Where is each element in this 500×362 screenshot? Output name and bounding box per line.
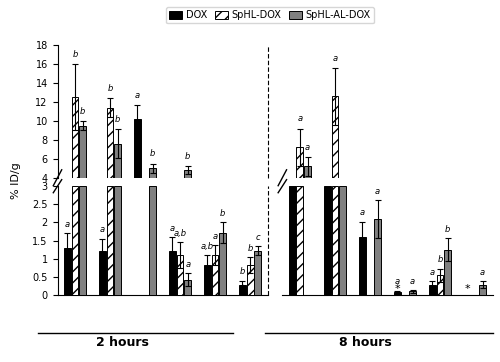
Text: *: * — [240, 284, 245, 294]
Text: *: * — [290, 284, 295, 294]
Bar — [184, 170, 191, 216]
Legend: DOX, SpHL-DOX, SpHL-AL-DOX: DOX, SpHL-DOX, SpHL-AL-DOX — [166, 7, 374, 24]
Text: b: b — [445, 225, 450, 234]
Text: b: b — [220, 209, 226, 218]
Text: b: b — [108, 84, 112, 93]
Text: a: a — [430, 268, 435, 277]
Bar — [394, 292, 400, 295]
Bar — [296, 186, 304, 295]
Text: b: b — [80, 107, 86, 116]
Text: a: a — [410, 277, 415, 286]
Bar — [72, 97, 78, 216]
Bar — [106, 108, 114, 216]
Bar — [114, 144, 121, 216]
Bar — [204, 265, 211, 295]
Bar — [80, 126, 86, 216]
Text: a: a — [375, 187, 380, 195]
Text: a: a — [360, 209, 365, 218]
Text: b: b — [72, 50, 78, 59]
Bar — [114, 186, 121, 295]
Bar — [359, 237, 366, 295]
Text: *: * — [394, 284, 400, 294]
Text: c: c — [256, 233, 260, 242]
Text: a: a — [185, 260, 190, 269]
Bar — [72, 186, 78, 295]
Text: a: a — [170, 224, 175, 233]
Bar — [169, 252, 176, 295]
Text: b: b — [150, 149, 156, 158]
Text: b: b — [438, 255, 442, 264]
Bar — [296, 147, 304, 216]
Text: b: b — [248, 244, 253, 253]
Bar — [150, 186, 156, 295]
Bar — [332, 186, 338, 295]
Bar — [99, 252, 105, 295]
Bar — [184, 280, 191, 295]
Bar — [176, 255, 184, 295]
Bar — [246, 265, 254, 295]
Text: a: a — [298, 114, 302, 123]
Bar — [436, 275, 444, 295]
Text: a: a — [64, 220, 70, 229]
Bar — [254, 251, 261, 295]
Bar — [480, 285, 486, 295]
Bar — [374, 219, 381, 295]
Bar — [304, 167, 311, 216]
Bar — [134, 119, 140, 216]
Bar — [80, 186, 86, 295]
Bar — [289, 186, 296, 295]
Text: 2 hours: 2 hours — [96, 336, 149, 349]
Bar — [324, 186, 330, 295]
Text: a: a — [332, 54, 338, 63]
Text: a: a — [480, 268, 486, 277]
Bar — [212, 255, 218, 295]
Text: a: a — [135, 90, 140, 100]
Text: a: a — [305, 143, 310, 152]
Bar — [339, 186, 346, 295]
Text: a: a — [212, 232, 218, 241]
Text: 8 hours: 8 hours — [338, 336, 392, 349]
Text: b: b — [240, 267, 245, 276]
Text: *: * — [464, 284, 470, 294]
Bar — [150, 168, 156, 216]
Bar — [106, 186, 114, 295]
Text: a: a — [394, 277, 400, 286]
Bar — [64, 248, 70, 295]
Bar — [444, 250, 451, 295]
Text: a: a — [100, 226, 105, 235]
Bar — [332, 96, 338, 216]
Bar — [429, 285, 436, 295]
Text: b: b — [185, 152, 190, 161]
Text: % ID/g: % ID/g — [11, 163, 21, 199]
Bar — [239, 285, 246, 295]
Text: b: b — [115, 115, 120, 124]
Bar — [220, 233, 226, 295]
Text: a,b: a,b — [174, 229, 186, 238]
Bar — [410, 291, 416, 295]
Text: a,b: a,b — [201, 242, 214, 251]
